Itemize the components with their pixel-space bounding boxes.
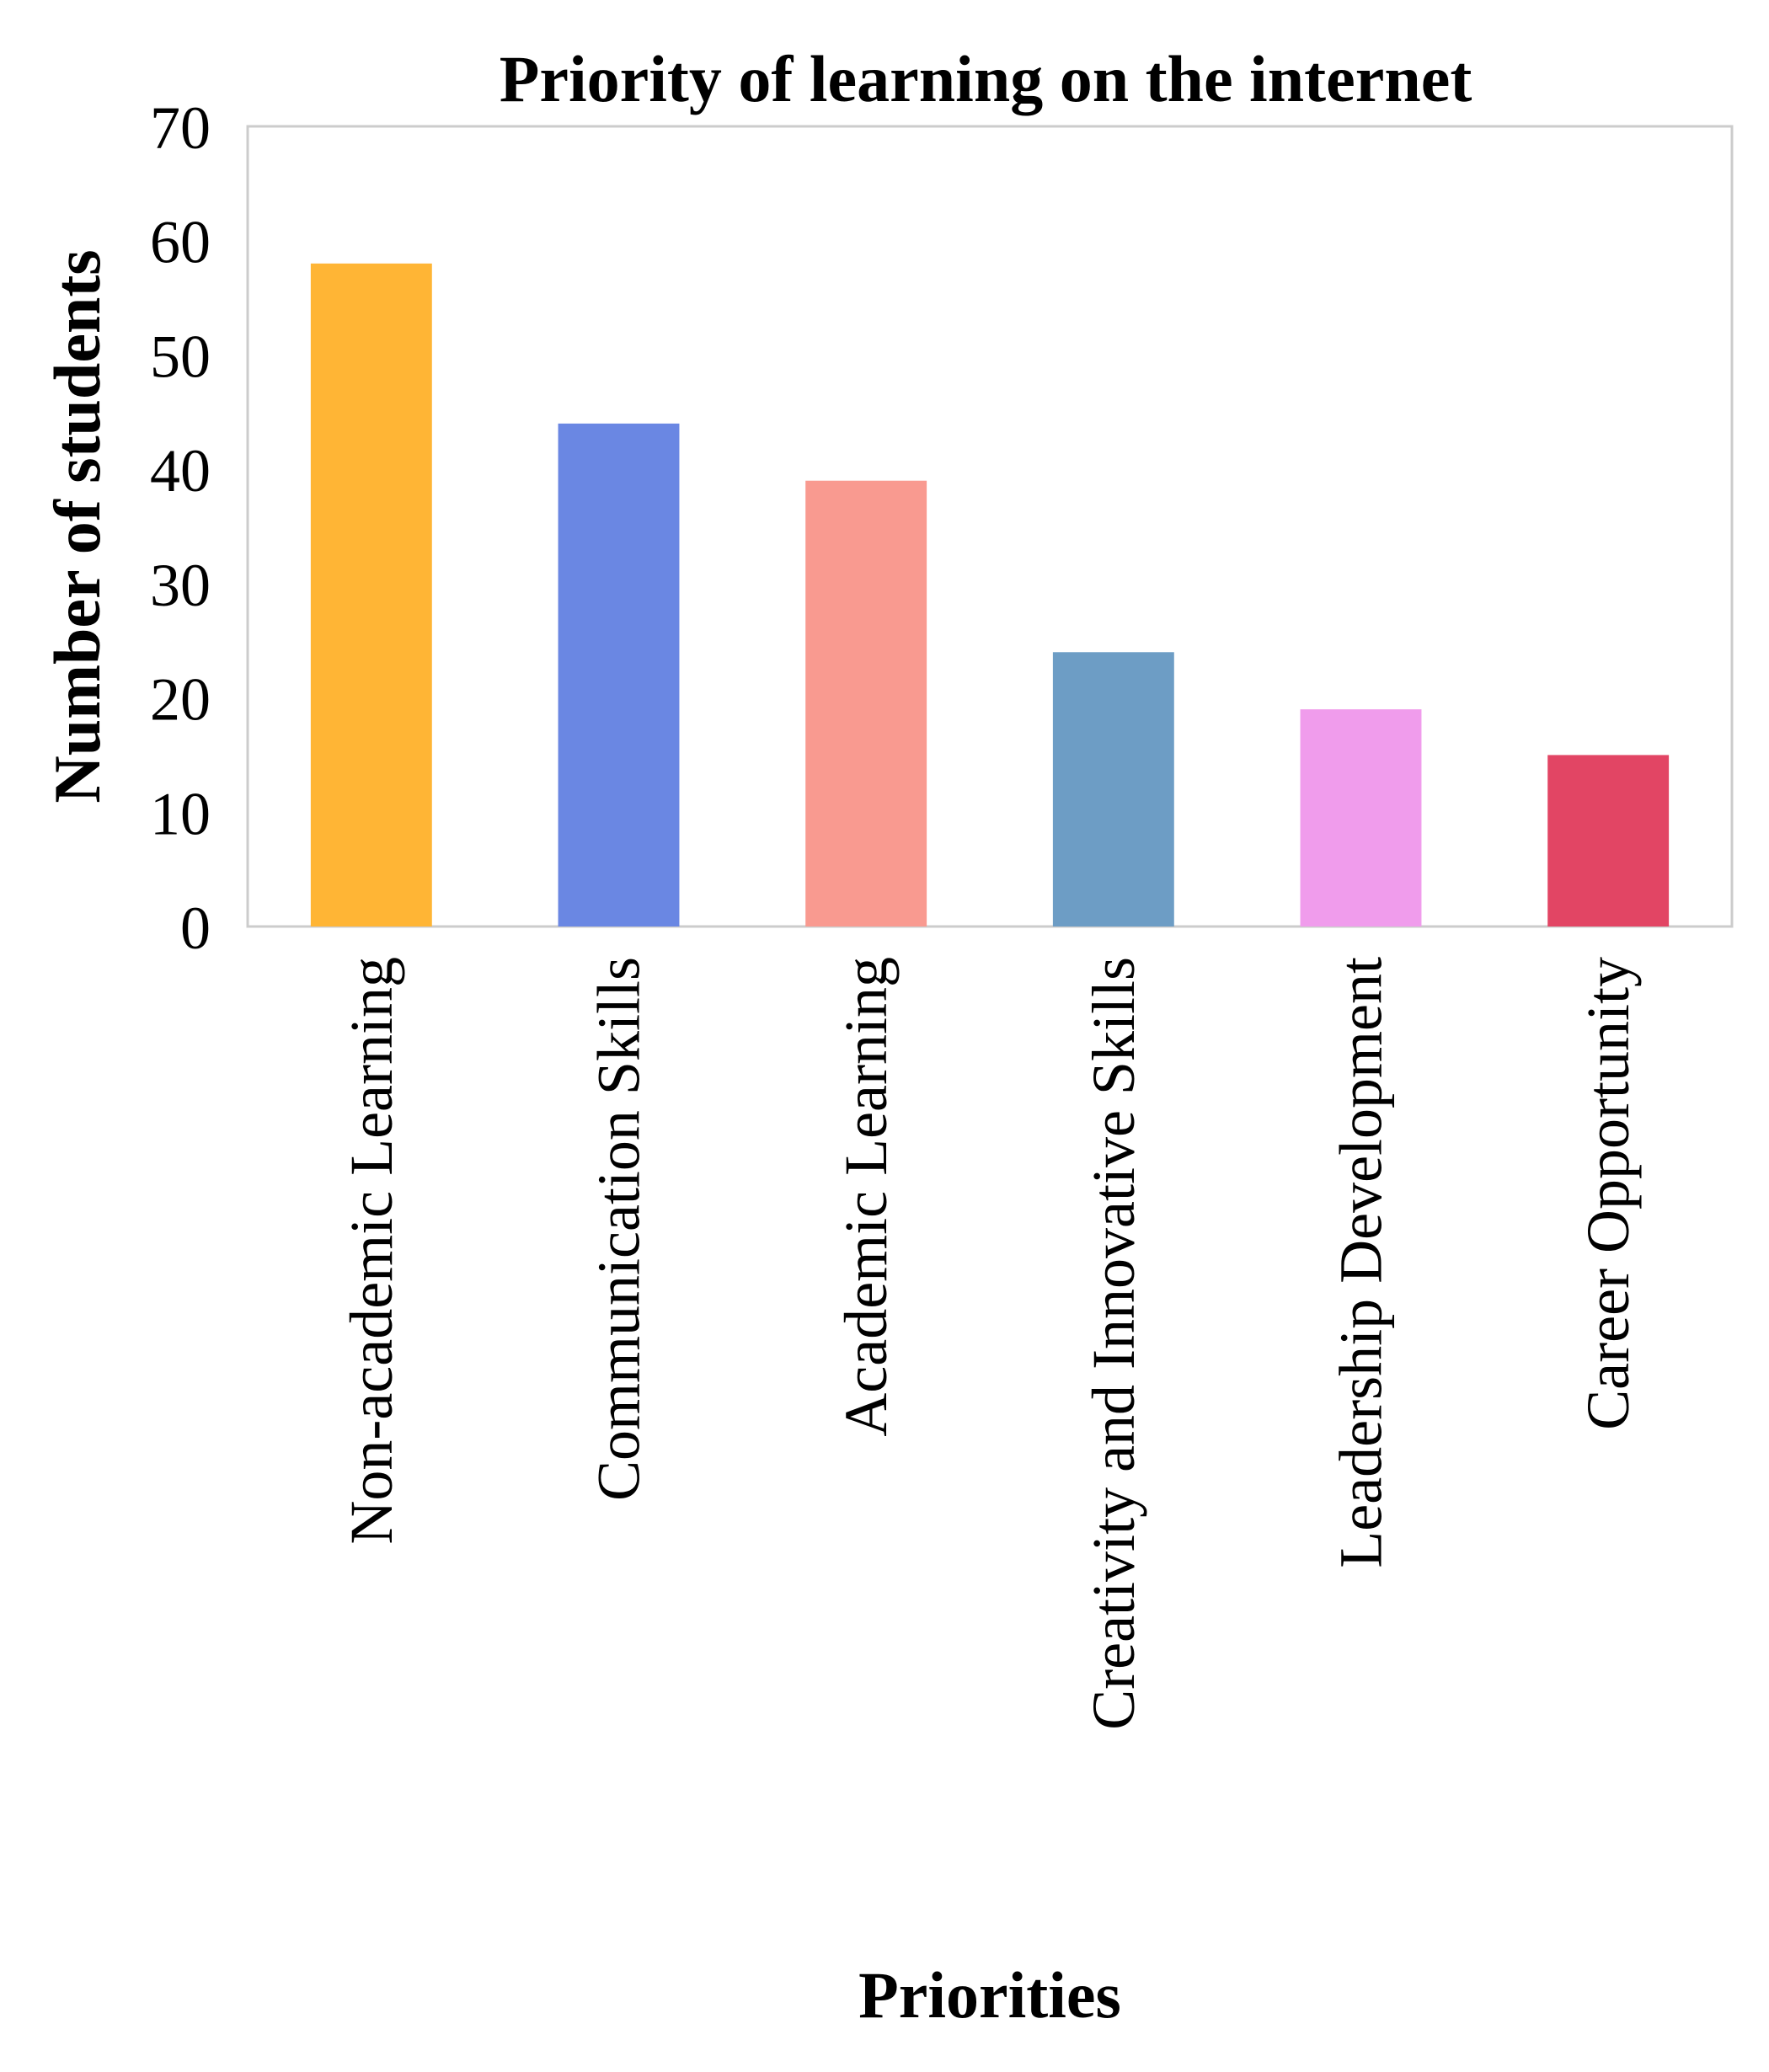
y-tick-label-40: 40 [150, 437, 211, 505]
x-tick-label-5: Career Opportunity [1574, 957, 1642, 1430]
bar-2 [805, 480, 927, 927]
y-tick-label-20: 20 [150, 666, 211, 734]
x-axis-ticks: Non-academic Learning Communication Skill… [338, 957, 1642, 1730]
x-axis-label: Priorities [858, 1958, 1121, 2032]
y-tick-label-30: 30 [150, 552, 211, 619]
y-axis-ticks: 0 10 20 30 40 50 60 70 [150, 94, 211, 962]
bar-1 [558, 423, 680, 927]
y-tick-label-70: 70 [150, 94, 211, 162]
x-tick-label-1: Communication Skills [585, 957, 653, 1501]
x-tick-label-4: Leadership Development [1328, 957, 1395, 1568]
bar-5 [1547, 755, 1670, 927]
bar-3 [1052, 652, 1174, 927]
y-tick-label-60: 60 [150, 209, 211, 276]
bars-group [310, 263, 1670, 927]
y-tick-label-0: 0 [180, 894, 211, 962]
x-tick-label-2: Academic Learning [832, 957, 900, 1437]
plot-area-frame [246, 125, 1734, 928]
y-tick-label-50: 50 [150, 323, 211, 390]
x-tick-label-0: Non-academic Learning [338, 957, 405, 1545]
x-tick-label-3: Creativity and Innovative Skills [1080, 957, 1147, 1730]
y-axis-label: Number of students [40, 249, 114, 803]
y-tick-label-10: 10 [150, 780, 211, 847]
bar-4 [1300, 709, 1422, 927]
chart-title: Priority of learning on the internet [500, 42, 1472, 115]
bar-0 [310, 263, 432, 927]
